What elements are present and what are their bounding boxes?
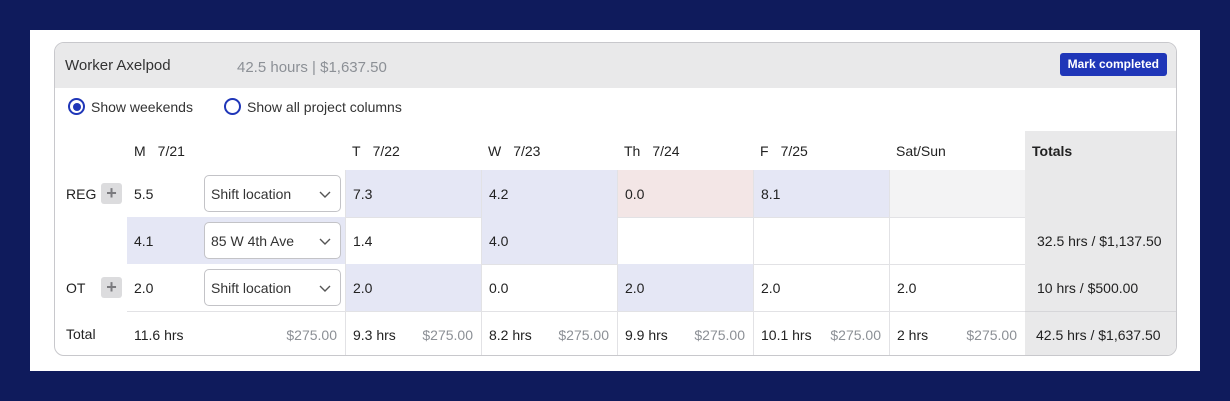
row-label-ot: OT [66, 279, 86, 296]
worker-timesheet-card: Worker Axelpod 42.5 hours | $1,637.50 Ma… [54, 42, 1177, 356]
worker-name: Worker Axelpod [65, 57, 171, 74]
reg-line2-weekend-hours[interactable] [889, 217, 1025, 264]
total-amount: $275.00 [694, 326, 745, 343]
row-label-reg: REG [66, 185, 97, 202]
show-all-project-columns-label: Show all project columns [247, 98, 402, 115]
add-reg-line-plus-icon[interactable]: + [101, 183, 122, 204]
show-all-project-columns-radio[interactable]: Show all project columns [224, 98, 402, 115]
shift-location-select[interactable]: Shift location [204, 269, 341, 306]
total-thu: 9.9 hrs $275.00 [617, 311, 753, 355]
totals-column [1025, 131, 1176, 355]
reg-line2-thu-hours[interactable] [617, 217, 753, 264]
shift-location-select[interactable]: 85 W 4th Ave [204, 222, 341, 259]
day-label: F [760, 142, 769, 159]
column-header-thu: Th 7/24 [617, 131, 753, 170]
column-header-totals: Totals [1032, 142, 1073, 159]
select-value: Shift location [211, 279, 292, 296]
reg-fri-hours[interactable]: 8.1 [753, 170, 889, 217]
day-label: W [488, 142, 502, 159]
reg-line2-tue-hours[interactable]: 1.4 [345, 217, 481, 264]
show-weekends-radio[interactable]: Show weekends [68, 98, 193, 115]
total-hours: 9.9 hrs [625, 326, 668, 343]
day-label: M [134, 142, 146, 159]
reg-line2-wed-hours[interactable]: 4.0 [481, 217, 617, 264]
total-amount: $275.00 [422, 326, 473, 343]
mark-completed-button[interactable]: Mark completed [1059, 53, 1167, 76]
total-hours: 9.3 hrs [353, 326, 396, 343]
chevron-down-icon [319, 191, 331, 198]
total-hours: 10.1 hrs [761, 326, 812, 343]
card-header: Worker Axelpod 42.5 hours | $1,637.50 Ma… [55, 43, 1176, 88]
reg-tue-hours[interactable]: 7.3 [345, 170, 481, 217]
column-header-mon: M 7/21 [127, 131, 345, 170]
total-amount: $275.00 [966, 326, 1017, 343]
grand-total: 42.5 hrs / $1,637.50 [1025, 311, 1176, 355]
total-weekend: 2 hrs $275.00 [889, 311, 1025, 355]
total-mon: 11.6 hrs $275.00 [127, 311, 345, 355]
reg-thu-hours[interactable]: 0.0 [617, 170, 753, 217]
ot-thu-hours[interactable]: 2.0 [617, 264, 753, 311]
column-header-wed: W 7/23 [481, 131, 617, 170]
show-weekends-label: Show weekends [91, 98, 193, 115]
date-label: 7/23 [513, 142, 541, 159]
ot-mon-hours[interactable]: 2.0 [127, 264, 203, 311]
total-hours: 2 hrs [897, 326, 929, 343]
date-label: 7/24 [652, 142, 680, 159]
total-amount: $275.00 [286, 326, 337, 343]
date-label: 7/21 [157, 142, 185, 159]
reg-wed-hours[interactable]: 4.2 [481, 170, 617, 217]
day-label: Sat/Sun [896, 142, 946, 159]
ot-weekend-hours[interactable]: 2.0 [889, 264, 1025, 311]
total-wed: 8.2 hrs $275.00 [481, 311, 617, 355]
ot-total: 10 hrs / $500.00 [1037, 279, 1139, 296]
hours-cost-summary: 42.5 hours | $1,637.50 [237, 59, 387, 76]
column-header-tue: T 7/22 [345, 131, 481, 170]
total-amount: $275.00 [558, 326, 609, 343]
total-hours: 11.6 hrs [134, 326, 184, 343]
chevron-down-icon [319, 285, 331, 292]
shift-location-select[interactable]: Shift location [204, 175, 341, 212]
total-hours: 8.2 hrs [489, 326, 532, 343]
reg-total: 32.5 hrs / $1,137.50 [1037, 232, 1162, 249]
chevron-down-icon [319, 238, 331, 245]
date-label: 7/22 [372, 142, 400, 159]
ot-tue-hours[interactable]: 2.0 [345, 264, 481, 311]
total-tue: 9.3 hrs $275.00 [345, 311, 481, 355]
add-ot-line-plus-icon[interactable]: + [101, 277, 122, 298]
reg-line2-mon-hours[interactable]: 4.1 [134, 232, 154, 249]
radio-unchecked-icon[interactable] [224, 98, 241, 115]
page-frame: Worker Axelpod 42.5 hours | $1,637.50 Ma… [30, 30, 1200, 371]
row-label-total: Total [66, 326, 96, 342]
ot-fri-hours[interactable]: 2.0 [753, 264, 889, 311]
radio-checked-icon[interactable] [68, 98, 85, 115]
reg-line2-fri-hours[interactable] [753, 217, 889, 264]
reg-mon-hours[interactable]: 5.5 [127, 170, 203, 217]
select-value: 85 W 4th Ave [211, 232, 295, 249]
date-label: 7/25 [780, 142, 808, 159]
total-amount: $275.00 [830, 326, 881, 343]
total-fri: 10.1 hrs $275.00 [753, 311, 889, 355]
reg-weekend-hours[interactable] [889, 170, 1025, 217]
select-value: Shift location [211, 185, 292, 202]
timesheet-grid: M 7/21 T 7/22 W 7/23 Th 7/24 F 7/25 Sat/Sun T… [55, 131, 1176, 355]
column-header-weekend: Sat/Sun [889, 131, 1025, 170]
column-header-fri: F 7/25 [753, 131, 889, 170]
day-label: Th [624, 142, 641, 159]
ot-wed-hours[interactable]: 0.0 [481, 264, 617, 311]
day-label: T [352, 142, 361, 159]
